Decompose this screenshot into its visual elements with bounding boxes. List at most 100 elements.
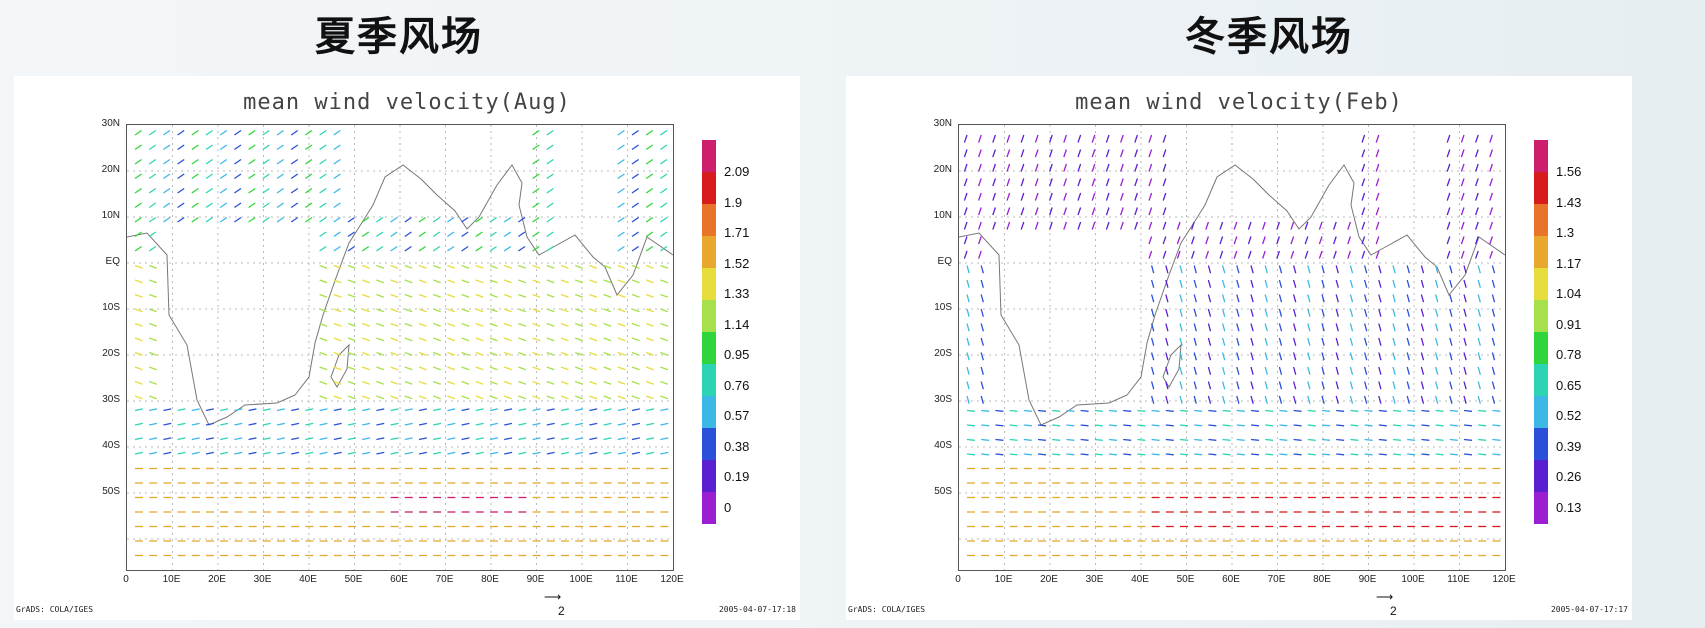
wind-vector	[981, 438, 990, 441]
wind-vector	[219, 202, 228, 209]
wind-vector	[1179, 279, 1183, 288]
wind-vector	[1446, 236, 1451, 245]
wind-vector	[1349, 381, 1354, 390]
lat-tick-label: EQ	[937, 256, 952, 267]
wind-vector	[1134, 192, 1139, 201]
wind-vector	[518, 322, 527, 327]
wind-vector	[1349, 323, 1354, 332]
wind-vector	[148, 129, 157, 136]
colorbar-swatch	[1534, 396, 1548, 428]
wind-vector	[631, 337, 640, 342]
wind-vector	[134, 187, 142, 194]
wind-vector	[1349, 265, 1354, 274]
wind-vector	[532, 422, 541, 426]
wind-vector	[1421, 424, 1430, 427]
wind-vector	[1463, 265, 1467, 274]
colorbar-swatch	[1534, 492, 1548, 524]
madagascar-outline	[330, 343, 350, 388]
wind-vector	[376, 422, 385, 426]
wind-vector	[503, 264, 512, 269]
wind-vector	[1150, 308, 1155, 317]
wind-vector	[1434, 352, 1439, 361]
wind-vector	[1006, 207, 1011, 216]
wind-vector	[404, 216, 412, 223]
wind-vector	[1489, 250, 1494, 259]
colorbar-label: 0.95	[724, 347, 750, 362]
wind-vector	[1392, 265, 1396, 274]
wind-vector	[305, 202, 313, 209]
wind-vector	[333, 187, 341, 194]
lat-tick-label: 50S	[102, 486, 120, 497]
wind-vector	[963, 134, 968, 143]
wind-vector	[219, 144, 228, 151]
wind-vector	[390, 322, 399, 327]
wind-vector	[1477, 337, 1481, 346]
wind-vector	[248, 216, 256, 223]
lon-tick-label: 90E	[526, 574, 545, 585]
wind-vector	[361, 308, 370, 313]
wind-vector	[475, 322, 484, 327]
wind-vector	[1236, 381, 1240, 390]
wind-vector	[603, 264, 612, 269]
wind-vector	[163, 216, 171, 223]
wind-vector	[262, 216, 270, 223]
wind-vector	[589, 437, 598, 441]
wind-vector	[234, 144, 242, 151]
wind-vector	[447, 322, 456, 327]
wind-vector	[518, 279, 527, 284]
wind-vector	[1449, 323, 1453, 332]
wind-vector	[1208, 453, 1217, 456]
wind-vector	[177, 144, 185, 151]
wind-vector	[532, 279, 541, 284]
wind-vector	[617, 144, 625, 151]
footer-left: GrADS: COLA/IGES	[16, 605, 94, 614]
wind-vector	[205, 422, 214, 426]
wind-vector	[574, 322, 583, 327]
wind-vector	[333, 308, 342, 313]
wind-vector	[1435, 424, 1444, 427]
wind-vector	[1250, 323, 1254, 332]
wind-vector	[1207, 279, 1212, 288]
wind-vector	[1137, 409, 1146, 412]
wind-vector	[134, 451, 143, 455]
wind-vector	[404, 245, 412, 252]
wind-vector	[1321, 352, 1325, 361]
wind-vector	[1375, 236, 1380, 245]
wind-vector	[1375, 250, 1380, 259]
wind-vector	[560, 395, 569, 400]
wind-vector	[1150, 279, 1155, 288]
wind-vector	[589, 395, 598, 400]
wind-vector	[1363, 294, 1368, 303]
wind-vector	[1375, 149, 1380, 158]
wind-vector	[1250, 352, 1254, 361]
wind-vector	[1105, 163, 1110, 172]
wind-vector	[1006, 221, 1011, 230]
wind-vector	[1474, 134, 1479, 143]
wind-vector	[646, 408, 655, 412]
wind-vector	[980, 265, 984, 274]
lon-tick-label: 50E	[1176, 574, 1195, 585]
wind-vector	[1034, 178, 1039, 187]
wind-vector	[461, 422, 470, 426]
wind-vector	[461, 437, 470, 441]
wind-vector	[1219, 236, 1224, 245]
wind-vector	[347, 451, 356, 455]
wind-vector	[977, 163, 982, 172]
wind-vector	[1478, 453, 1487, 456]
wind-vector	[645, 202, 654, 209]
wind-vector	[489, 437, 498, 441]
wind-vector	[475, 451, 484, 455]
wind-vector	[1434, 265, 1439, 274]
wind-vector	[291, 437, 300, 441]
lon-tick-label: 70E	[435, 574, 454, 585]
wind-vector	[1119, 178, 1124, 187]
wind-vector	[433, 408, 442, 412]
wind-vector	[1222, 424, 1231, 427]
wind-vector	[1361, 163, 1366, 172]
wind-vector	[1489, 192, 1494, 201]
wind-vector	[1307, 381, 1311, 390]
wind-vector	[347, 337, 356, 342]
wind-vector	[475, 308, 484, 313]
wind-vector	[1278, 294, 1283, 303]
wind-vector	[148, 231, 157, 238]
